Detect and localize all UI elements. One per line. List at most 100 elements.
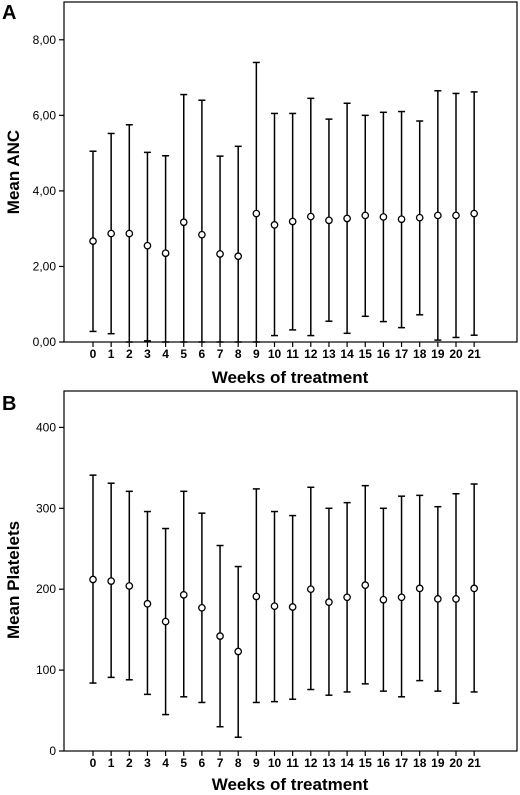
x-tick-label: 0 — [90, 347, 97, 361]
error-bar-group — [288, 112, 297, 331]
error-bar-group — [234, 565, 243, 738]
error-bar-group — [161, 155, 170, 343]
mean-point — [143, 599, 152, 608]
mean-point — [270, 602, 279, 611]
x-tick-label: 12 — [304, 756, 318, 770]
x-tick-label: 10 — [268, 347, 282, 361]
x-tick-label: 16 — [377, 347, 391, 361]
error-bar-group — [433, 90, 442, 341]
y-tick-label: 200 — [36, 582, 56, 596]
mean-point — [397, 593, 406, 602]
error-bar-group — [325, 118, 333, 322]
mean-point — [415, 584, 424, 593]
x-tick-label: 18 — [413, 756, 427, 770]
x-tick-label: 2 — [126, 756, 133, 770]
panel-label-a: A — [2, 2, 16, 24]
x-tick-label: 5 — [180, 347, 187, 361]
error-bar-group — [361, 484, 370, 685]
mean-point — [325, 216, 333, 225]
x-tick-label: 13 — [322, 347, 336, 361]
x-tick-label: 9 — [253, 756, 260, 770]
y-ticks-b: 0 100 200 300 400 — [36, 420, 64, 758]
x-tick-label: 20 — [449, 347, 463, 361]
error-bar-group — [234, 145, 243, 343]
x-tick-label: 19 — [431, 756, 445, 770]
mean-point — [361, 211, 370, 220]
mean-point — [161, 249, 170, 258]
x-tick-label: 12 — [304, 347, 318, 361]
error-bar-group — [107, 132, 116, 335]
mean-point — [234, 252, 243, 261]
error-bar-group — [452, 492, 460, 705]
y-tick-label: 0 — [49, 744, 56, 758]
x-tick-label: 11 — [286, 756, 299, 770]
mean-point — [107, 577, 116, 585]
mean-point — [452, 595, 460, 603]
x-tick-label: 17 — [395, 756, 409, 770]
error-bar-group — [288, 514, 297, 700]
x-tick-label: 9 — [253, 347, 260, 361]
error-bar-group — [125, 124, 134, 343]
x-tick-label: 13 — [322, 756, 336, 770]
error-bar-group — [125, 490, 134, 681]
mean-point — [288, 217, 297, 226]
x-axis-title-b: Weeks of treatment — [212, 775, 369, 794]
x-tick-label: 7 — [217, 756, 224, 770]
data-marks-a — [89, 61, 478, 343]
x-tick-label: 4 — [162, 347, 169, 361]
x-tick-label: 1 — [108, 756, 115, 770]
error-bar-group — [415, 494, 424, 682]
error-bar-group — [397, 110, 406, 329]
x-tick-label: 6 — [199, 756, 206, 770]
y-ticks-a: 0,00 2,00 4,00 6,00 8,00 — [33, 33, 64, 349]
y-tick-label: 400 — [36, 420, 56, 434]
mean-point — [397, 215, 406, 224]
x-tick-label: 17 — [395, 347, 409, 361]
mean-point — [179, 218, 188, 227]
y-axis-title-a: Mean ANC — [4, 130, 23, 214]
x-tick-label: 3 — [144, 756, 151, 770]
mean-point — [125, 229, 134, 238]
x-tick-label: 14 — [340, 347, 354, 361]
mean-point — [252, 592, 261, 601]
error-bar-group — [89, 150, 97, 333]
x-tick-label: 0 — [90, 756, 97, 770]
mean-point — [325, 598, 333, 606]
y-tick-label: 4,00 — [33, 184, 57, 198]
x-tick-label: 14 — [340, 756, 354, 770]
error-bar-group — [361, 114, 370, 318]
mean-point — [234, 647, 243, 656]
error-bar-group — [179, 93, 188, 343]
y-axis-title-b: Mean Platelets — [4, 521, 23, 639]
error-bar-group — [270, 112, 279, 337]
error-bar-group — [252, 488, 261, 704]
error-bar-group — [198, 99, 206, 343]
mean-point — [89, 237, 97, 245]
mean-point — [306, 212, 315, 221]
mean-point — [143, 241, 152, 250]
error-bar-group — [397, 495, 406, 698]
y-tick-label: 2,00 — [33, 259, 57, 273]
mean-point — [433, 211, 442, 220]
x-tick-label: 15 — [359, 756, 373, 770]
x-tick-label: 8 — [235, 347, 242, 361]
error-bar-group — [270, 510, 279, 703]
mean-point — [306, 585, 315, 594]
mean-point — [216, 250, 224, 258]
mean-point — [270, 221, 279, 229]
error-bar-group — [343, 102, 351, 335]
error-bar-group — [343, 501, 351, 693]
x-tick-label: 11 — [286, 347, 299, 361]
x-ticks-b: 0 1 2 3 4 5 6 7 8 9 10 11 12 13 14 15 16 17 18 19 20 21 — [90, 751, 481, 770]
error-bar-group — [470, 91, 478, 336]
mean-point — [379, 213, 388, 221]
x-tick-label: 8 — [235, 756, 242, 770]
chart-panel-a: A 0,002,004,006,008,00 0 1 2 3 4 5 6 7 8 9 10 11 12 1… — [2, 1, 518, 385]
x-tick-label: 15 — [359, 347, 373, 361]
mean-point — [179, 591, 188, 599]
error-bar-group — [198, 512, 206, 704]
plot-frame-a — [63, 1, 518, 343]
x-tick-label: 3 — [144, 347, 151, 361]
error-bar-group — [252, 61, 261, 343]
